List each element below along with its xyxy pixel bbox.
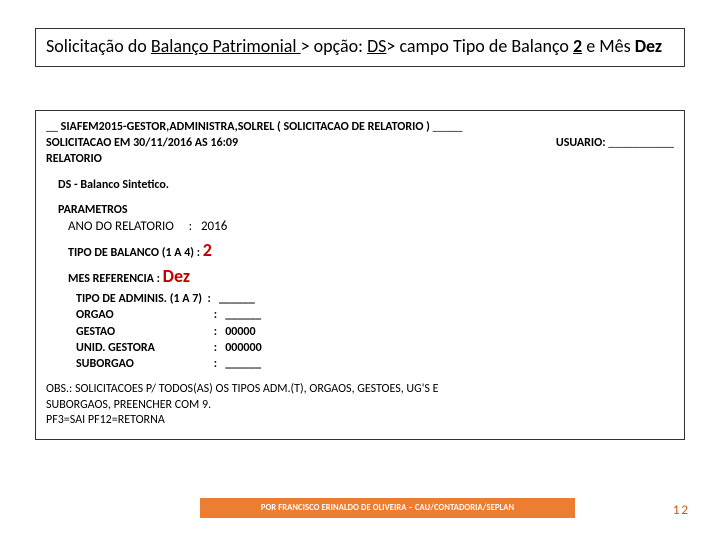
unid-row: UNID. GESTORA : 000000 [76,340,674,356]
ano-value: 2016 [201,219,227,234]
footer-bar: POR FRANCISCO ERINALDO DE OLIVEIRA – CAU… [200,498,575,518]
unid-value: 000000 [225,341,262,355]
main-box: __ SIAFEM2015-GESTOR,ADMINISTRA,SOLREL (… [35,110,685,440]
gestao-value: 00000 [225,325,255,339]
mes-label: MES REFERENCIA : [68,272,160,286]
tipo-admin-value: ______ [219,292,255,306]
suborgao-value: ______ [225,357,261,371]
gestao-label: GESTAO [76,324,211,340]
tipo-admin-row: TIPO DE ADMINIS. (1 A 7) : ______ [76,291,674,307]
obs-line1: OBS.: SOLICITACOES P/ TODOS(AS) OS TIPOS… [46,382,674,398]
orgao-value: ______ [225,308,261,322]
suborgao-label: SUBORGAO [76,356,211,372]
usuario-label: USUARIO: [556,136,606,150]
orgao-label: ORGAO [76,307,211,323]
obs-block: OBS.: SOLICITACOES P/ TODOS(AS) OS TIPOS… [46,382,674,429]
usuario-blank: ___________ [606,136,674,150]
tipo-label: TIPO DE BALANCO (1 A 4) : [68,246,200,260]
ano-row: ANO DO RELATORIO : 2016 [68,218,674,236]
params-heading: PARAMETROS [58,202,674,218]
mes-row: MES REFERENCIA : Dez [68,265,674,287]
tipo-admin-label: TIPO DE ADMINIS. (1 A 7) [76,292,202,306]
unid-label: UNID. GESTORA [76,340,211,356]
tipo-row: TIPO DE BALANCO (1 A 4) : 2 [68,239,674,261]
gestao-row: GESTAO : 00000 [76,324,674,340]
hdr1-suffix: _____ [430,120,463,134]
obs-line2: SUBORGAOS, PREENCHER COM 9. [46,398,674,414]
header-line2: SOLICITACAO EM 30/11/2016 AS 16:09 USUAR… [46,135,674,151]
page-title: Solicitação do Balanço Patrimonial > opç… [46,35,662,57]
hdr2-right: USUARIO: ___________ [556,135,674,151]
hdr1-prefix: __ [46,120,61,134]
hdr2-left: SOLICITACAO EM 30/11/2016 AS 16:09 [46,135,238,151]
tipo-value: 2 [203,239,212,261]
title-box: Solicitação do Balanço Patrimonial > opç… [35,28,685,67]
hdr1-main: SIAFEM2015-GESTOR,ADMINISTRA,SOLREL ( SO… [61,120,430,134]
header-line3: RELATORIO [46,151,674,167]
ano-label: ANO DO RELATORIO [68,219,174,234]
ds-line: DS - Balanco Sintetico. [58,178,674,192]
mes-value: Dez [163,265,190,287]
suborgao-row: SUBORGAO : ______ [76,356,674,372]
header-line1: __ SIAFEM2015-GESTOR,ADMINISTRA,SOLREL (… [46,119,674,135]
footer-text: POR FRANCISCO ERINALDO DE OLIVEIRA – CAU… [261,503,514,513]
orgao-row: ORGAO : ______ [76,307,674,323]
obs-line3: PF3=SAI PF12=RETORNA [46,413,674,429]
page-number: 12 [673,503,690,518]
